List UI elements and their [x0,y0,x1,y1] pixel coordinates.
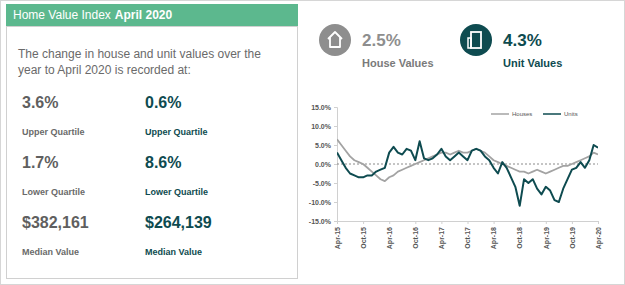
x-tick-mark [572,221,573,224]
x-tick-label: Oct-19 [569,227,576,249]
highlight-icon-circle [319,24,351,56]
y-tick-mark [334,107,337,108]
x-tick: Oct-18 [516,221,523,249]
x-tick-mark [337,221,338,224]
series-line [337,141,598,206]
legend-label: Houses [512,111,532,117]
x-tick: Oct-19 [569,221,576,249]
stat-label: Median Value [145,247,202,257]
x-tick-mark [389,221,390,224]
x-tick-label: Oct-18 [516,227,523,249]
x-tick: Apr-15 [334,221,342,249]
y-tick-label: 15.0% [311,104,332,111]
stat-label: Median Value [22,247,79,257]
x-tick: Apr-17 [438,221,446,249]
x-tick-label: Apr-19 [543,227,551,249]
header-period: April 2020 [115,8,173,22]
x-tick-label: Apr-17 [438,227,446,249]
outer-frame [1,1,625,285]
x-tick-label: Apr-18 [490,227,498,249]
intro-line: The change in house and unit values over… [18,47,261,61]
y-tick-label: 10.0% [311,123,332,130]
y-tick-mark [334,183,337,184]
legend-swatch [543,113,561,115]
stat-label: Upper Quartile [145,127,208,137]
y-axis: 15.0% 10.0% 5.0% 0.0% -5.0% -10.0% -15.0% [309,104,338,225]
y-tick-mark [334,145,337,146]
y-tick-mark [334,126,337,127]
highlight-icon-circle [460,24,492,56]
x-axis: Apr-15 Oct-15 Apr-16 Oct-16 Apr-17 Oct-17 Apr-… [334,221,603,249]
y-tick-mark [334,164,337,165]
canvas: Home Value Index April 2020 The change in … [0,0,625,285]
stat-value: 8.6% [145,154,181,171]
x-tick-label: Oct-17 [464,227,471,249]
x-tick: Oct-17 [464,221,471,249]
highlight-label: House Values [362,57,434,69]
y-tick-label: 0.0% [315,161,332,168]
plot-area [337,139,598,206]
y-tick: -10.0% [309,199,337,206]
y-tick: -5.0% [313,180,337,187]
x-tick-mark [598,221,599,224]
stat-label: Upper Quartile [22,127,85,137]
x-tick-label: Oct-16 [412,227,419,249]
x-tick-mark [415,221,416,224]
stat-label: Lower Quartile [145,187,208,197]
x-tick: Apr-16 [386,221,394,249]
x-tick-mark [520,221,521,224]
y-tick: -15.0% [309,218,337,225]
unit-icon [471,32,481,48]
x-tick-mark [494,221,495,224]
highlight-value: 4.3% [503,31,542,50]
y-tick: 10.0% [311,123,337,130]
x-tick: Apr-18 [490,221,498,249]
x-tick-mark [468,221,469,224]
stat-value: 1.7% [22,154,58,171]
y-tick-mark [334,221,337,222]
house-icon [328,32,342,47]
stat-value: $264,139 [145,214,212,231]
x-axis-line [338,222,599,225]
unit-icon-part [468,38,471,48]
legend-swatch [491,113,509,115]
x-tick-mark [441,221,442,224]
header-title-text: Home Value Index [13,8,111,22]
x-tick: Apr-19 [543,221,551,249]
x-tick-label: Oct-15 [360,227,367,249]
y-tick-label: 5.0% [315,142,332,149]
zero-line [337,164,598,165]
y-tick-label: -10.0% [309,199,332,206]
stat-value: $382,161 [22,214,89,231]
x-tick-label: Apr-16 [386,227,394,249]
y-axis-line [334,108,338,222]
stat-label: Lower Quartile [22,187,85,197]
x-tick: Apr-20 [595,221,603,249]
highlight-label: Unit Values [503,57,562,69]
y-tick-label: -15.0% [309,218,332,225]
x-tick-label: Apr-20 [595,227,603,249]
y-tick: 5.0% [315,142,337,149]
y-tick: 0.0% [315,161,337,168]
x-tick-mark [546,221,547,224]
legend: Houses Units [491,111,578,117]
y-tick: 15.0% [311,104,337,111]
left-panel-frame [7,27,298,279]
header-title: Home Value Index April 2020 [13,8,173,22]
x-tick: Oct-16 [412,221,419,249]
highlight-value: 2.5% [362,31,401,50]
stat-value: 0.6% [145,94,181,111]
x-tick: Oct-15 [360,221,367,249]
y-tick-label: -5.0% [313,180,332,187]
y-tick-mark [334,202,337,203]
header-bar [6,4,298,26]
stat-value: 3.6% [22,94,58,111]
legend-label: Units [564,111,578,117]
x-tick-label: Apr-15 [334,227,342,249]
intro-line: year to April 2020 is recorded at: [18,63,191,77]
x-tick-mark [363,221,364,224]
